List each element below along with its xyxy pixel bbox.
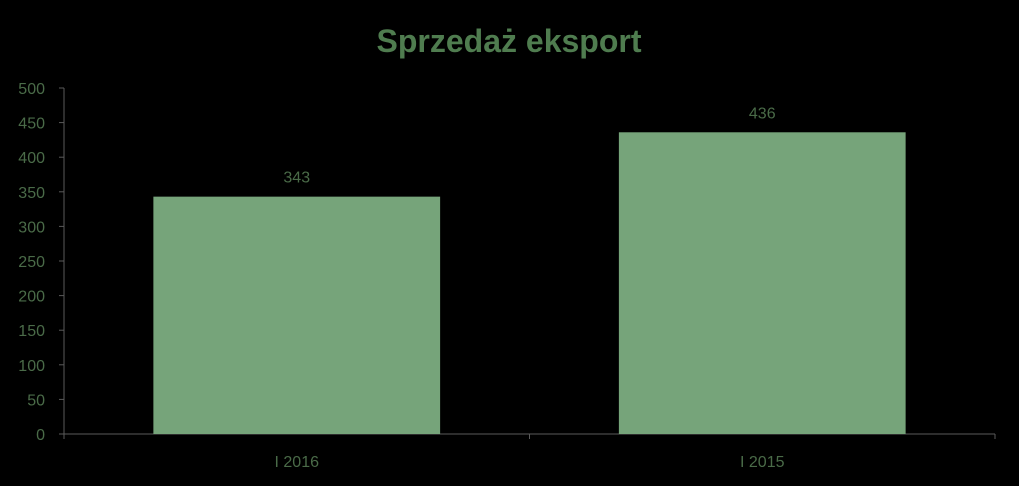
y-tick-label: 500 bbox=[18, 81, 45, 98]
bar bbox=[618, 132, 906, 434]
x-category-label: I 2016 bbox=[275, 454, 320, 471]
bar bbox=[153, 196, 441, 434]
y-tick-label: 200 bbox=[18, 289, 45, 306]
data-label: 436 bbox=[749, 105, 776, 122]
x-axis: I 2016 I 2015 bbox=[63, 433, 996, 471]
y-tick-label: 50 bbox=[27, 392, 45, 409]
y-tick-label: 250 bbox=[18, 254, 45, 271]
y-tick-label: 100 bbox=[18, 358, 45, 375]
y-axis: 0 50 100 150 200 250 300 350 400 450 500 bbox=[18, 81, 65, 444]
y-tick-label: 150 bbox=[18, 323, 45, 340]
y-tick-label: 450 bbox=[18, 116, 45, 133]
data-labels: 343 436 bbox=[283, 105, 775, 186]
bars bbox=[153, 132, 906, 434]
x-category-label: I 2015 bbox=[740, 454, 785, 471]
y-tick-label: 350 bbox=[18, 185, 45, 202]
data-label: 343 bbox=[283, 170, 310, 187]
y-tick-label: 0 bbox=[36, 427, 45, 444]
y-tick-label: 400 bbox=[18, 150, 45, 167]
y-tick-label: 300 bbox=[18, 219, 45, 236]
chart-title: Sprzedaż eksport bbox=[377, 23, 642, 59]
